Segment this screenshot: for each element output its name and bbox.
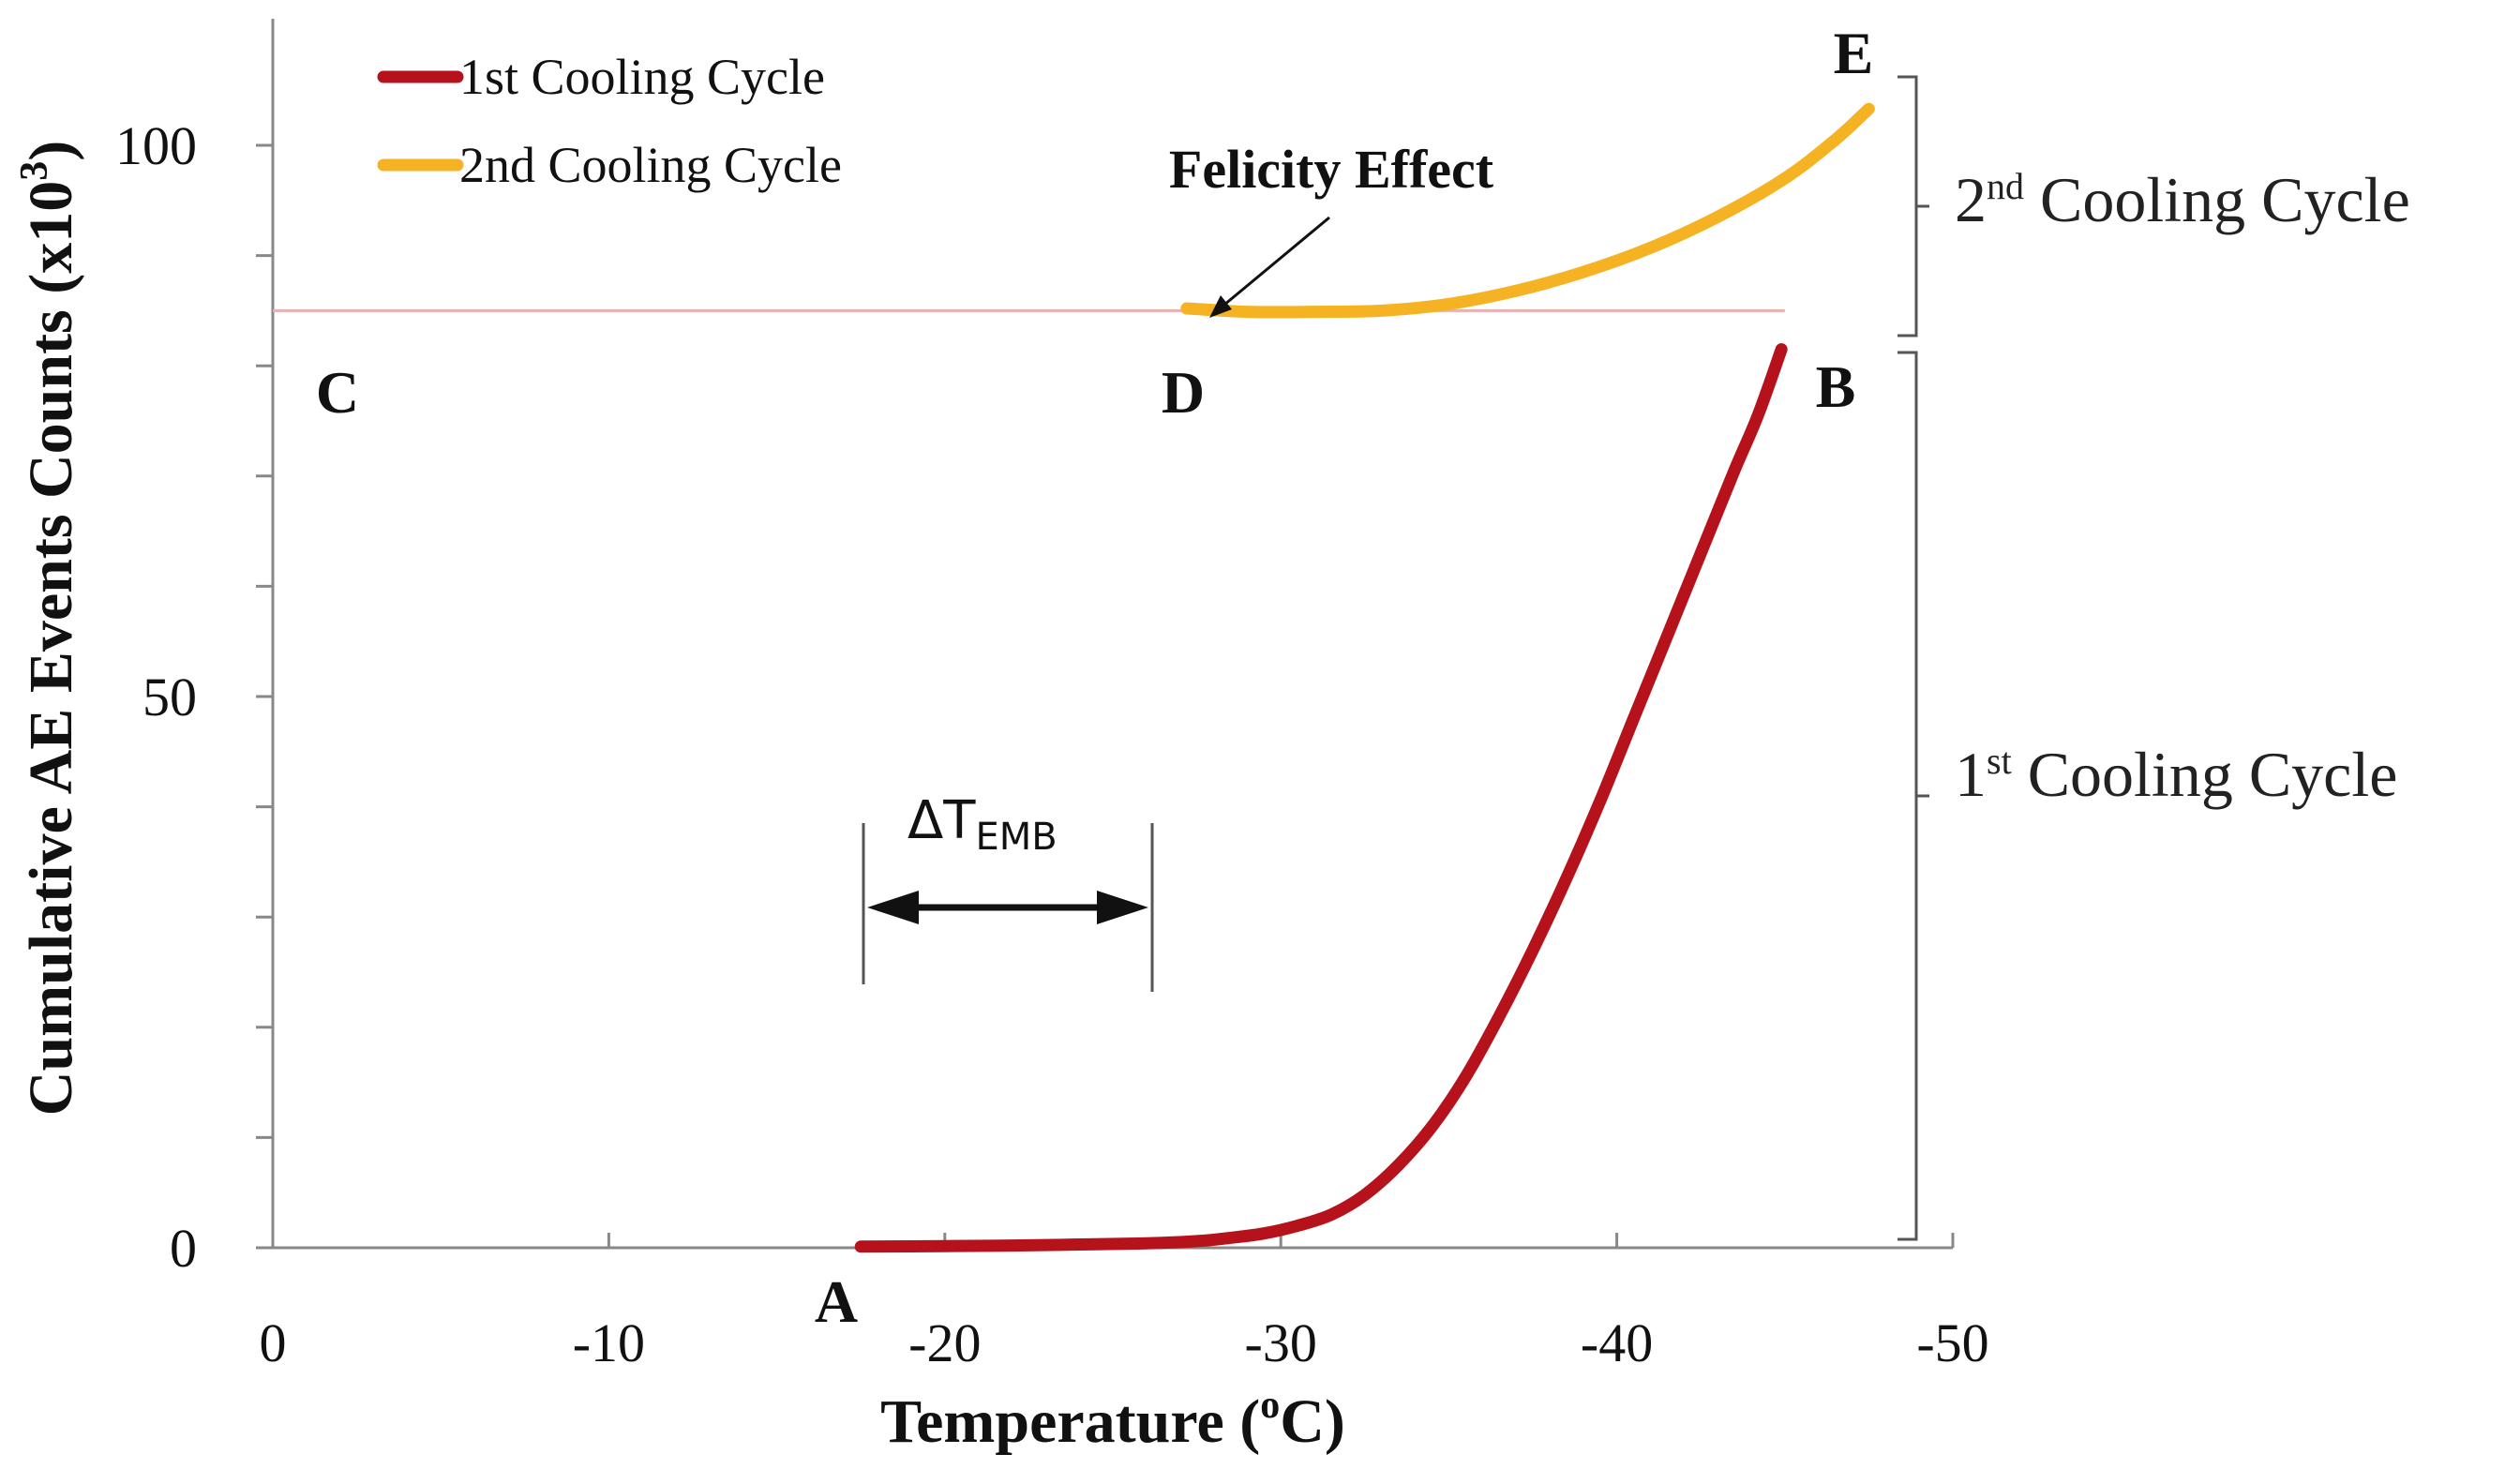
series-line-2nd-cooling-cycle [1180, 102, 1875, 319]
delta-arrow-head-right [1097, 891, 1148, 924]
x-tick-label: -10 [573, 1312, 645, 1373]
delta-arrow-head-left [867, 891, 919, 924]
delta-t-emb-label: ΔTEMB [908, 790, 1058, 859]
legend: 1st Cooling Cycle 2nd Cooling Cycle [377, 49, 842, 193]
point-label-a: A [815, 1268, 858, 1335]
felicity-effect-annotation: Felicity Effect [1169, 139, 1494, 200]
bracket-label-2nd-cooling-cycle: 2nd Cooling Cycle [1955, 164, 2410, 235]
legend-label-1st-cooling-cycle: 1st Cooling Cycle [459, 49, 825, 105]
x-tick-label: -20 [908, 1312, 981, 1373]
point-label-e: E [1834, 20, 1874, 86]
series-line-1st-cooling-cycle [854, 343, 1788, 1253]
y-tick-label: 0 [170, 1218, 197, 1279]
felicity-arrow-shaft [1218, 216, 1330, 311]
legend-label-2nd-cooling-cycle: 2nd Cooling Cycle [459, 137, 842, 193]
bracket-2nd-cooling-cycle [1898, 75, 1929, 337]
bracket-label-1st-cooling-cycle: 1st Cooling Cycle [1955, 739, 2397, 810]
x-tick-label: 0 [260, 1312, 287, 1373]
point-label-c: C [316, 359, 359, 426]
felicity-arrow-head [1209, 295, 1232, 318]
x-axis-title: Temperature (oC) [880, 1384, 1345, 1456]
y-tick-label: 50 [142, 667, 197, 727]
point-label-b: B [1816, 353, 1856, 420]
y-axis-title: Cumulative AE Events Counts (x103) [13, 141, 85, 1116]
x-tick-label: -40 [1581, 1312, 1653, 1373]
x-tick-label: -50 [1916, 1312, 1988, 1373]
bracket-1st-cooling-cycle [1898, 351, 1929, 1241]
x-ticks: 0 -10 -20 -30 -40 -50 [260, 1233, 1989, 1373]
x-tick-label: -30 [1245, 1312, 1317, 1373]
y-ticks: 0 50 100 [115, 115, 273, 1279]
y-tick-label: 100 [115, 115, 197, 176]
point-label-d: D [1162, 359, 1205, 426]
